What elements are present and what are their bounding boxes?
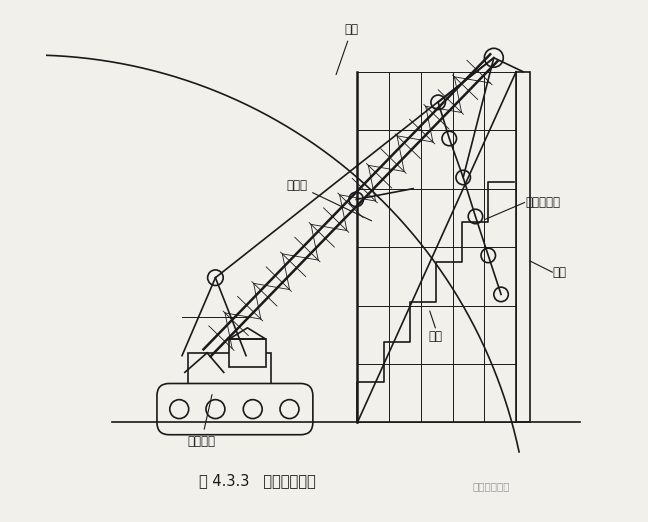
Circle shape — [484, 49, 503, 67]
Circle shape — [431, 95, 445, 110]
Text: 现代锰构网架: 现代锰构网架 — [472, 481, 510, 492]
Circle shape — [442, 131, 457, 146]
Circle shape — [207, 270, 223, 286]
Circle shape — [349, 192, 364, 207]
FancyBboxPatch shape — [157, 384, 313, 435]
Text: 履带吸车: 履带吸车 — [187, 395, 216, 448]
Text: 稹顶: 稹顶 — [336, 23, 359, 75]
Circle shape — [170, 400, 189, 419]
Text: 看台: 看台 — [428, 330, 443, 342]
Text: 脚手架: 脚手架 — [286, 179, 371, 221]
Circle shape — [280, 400, 299, 419]
Bar — [516, 72, 530, 422]
Text: 小单元网架: 小单元网架 — [526, 196, 561, 209]
Circle shape — [206, 400, 225, 419]
Circle shape — [243, 400, 262, 419]
Bar — [187, 353, 271, 386]
Circle shape — [469, 209, 483, 224]
Bar — [229, 339, 266, 367]
Text: 图 4.3.3   高空组拼吸装: 图 4.3.3 高空组拼吸装 — [199, 473, 316, 489]
Circle shape — [494, 287, 508, 302]
Circle shape — [481, 248, 496, 263]
Circle shape — [456, 170, 470, 185]
Text: 碔柱: 碔柱 — [552, 266, 566, 279]
